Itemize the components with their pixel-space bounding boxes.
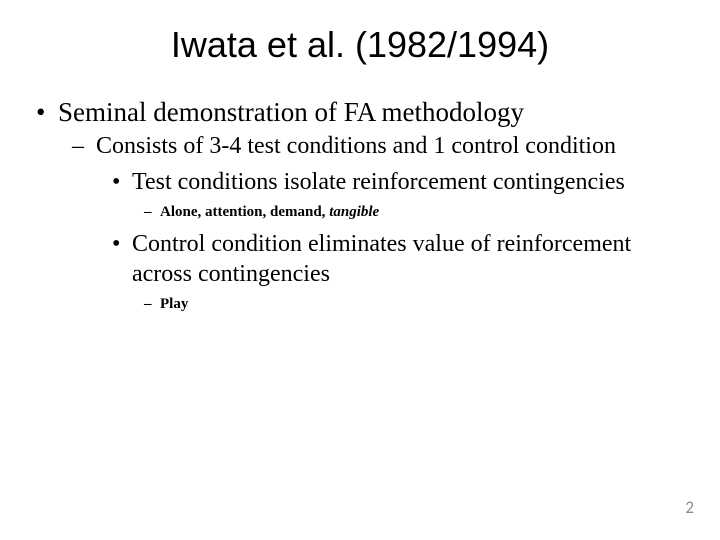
bullet-list-lvl4: Alone, attention, demand, tangible: [132, 203, 690, 223]
bullet-text: Control condition eliminates value of re…: [132, 231, 631, 287]
slide-content: Seminal demonstration of FA methodology …: [30, 96, 690, 314]
bullet-lvl2: Consists of 3-4 test conditions and 1 co…: [72, 132, 690, 314]
bullet-text: Alone, attention, demand,: [160, 204, 329, 220]
slide: Iwata et al. (1982/1994) Seminal demonst…: [0, 0, 720, 540]
bullet-list-lvl2: Consists of 3-4 test conditions and 1 co…: [58, 132, 690, 314]
bullet-lvl3: Control condition eliminates value of re…: [108, 229, 690, 315]
bullet-lvl1: Seminal demonstration of FA methodology …: [32, 96, 690, 314]
bullet-text-italic: tangible: [329, 204, 379, 220]
bullet-lvl3: Test conditions isolate reinforcement co…: [108, 167, 690, 223]
slide-title: Iwata et al. (1982/1994): [30, 24, 690, 66]
page-number: 2: [685, 497, 694, 518]
bullet-text: Play: [160, 296, 188, 312]
bullet-list-lvl3: Test conditions isolate reinforcement co…: [96, 167, 690, 314]
bullet-text: Seminal demonstration of FA methodology: [58, 97, 524, 127]
bullet-lvl4: Alone, attention, demand, tangible: [144, 203, 690, 223]
bullet-text: Consists of 3-4 test conditions and 1 co…: [96, 133, 616, 159]
bullet-lvl4: Play: [144, 295, 690, 315]
bullet-text: Test conditions isolate reinforcement co…: [132, 169, 625, 195]
bullet-list-lvl1: Seminal demonstration of FA methodology …: [32, 96, 690, 314]
bullet-list-lvl4: Play: [132, 295, 690, 315]
